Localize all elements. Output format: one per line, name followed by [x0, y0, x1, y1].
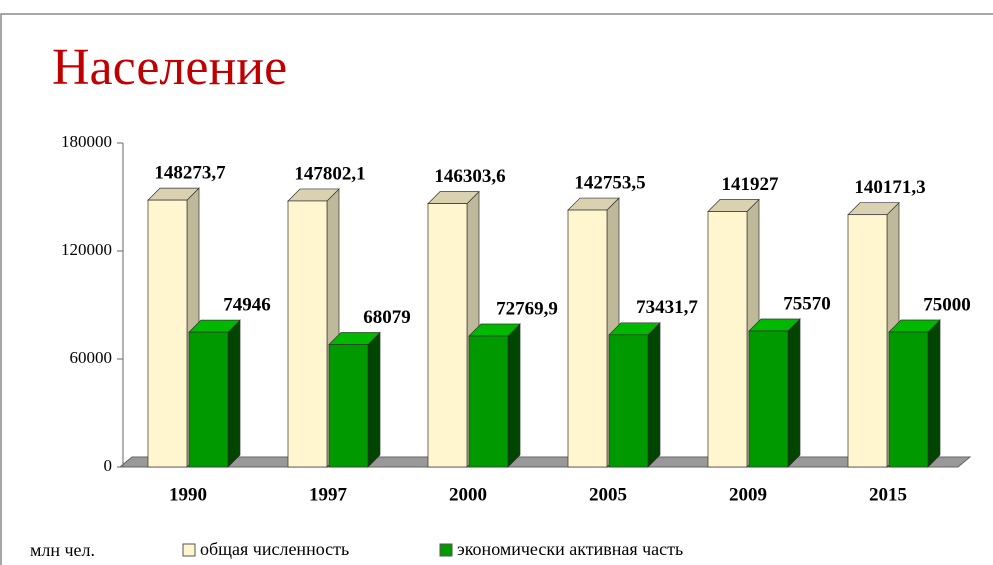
value-label: 68079: [363, 307, 411, 328]
bar: [468, 335, 509, 468]
bar: [707, 211, 748, 468]
value-label: 147802,1: [294, 163, 365, 184]
x-tick-label: 2015: [869, 484, 907, 505]
bar-side: [367, 331, 381, 468]
bar-side: [647, 321, 661, 468]
legend-label: общая численность: [200, 539, 349, 559]
value-label: 73431,7: [636, 297, 698, 318]
x-tick-label: 2009: [729, 484, 767, 505]
bar: [608, 334, 649, 468]
x-tick-label: 1990: [169, 484, 207, 505]
value-label: 72769,9: [496, 298, 558, 319]
bar-side: [927, 319, 941, 468]
floor: [118, 456, 972, 468]
y-tick-label: 0: [104, 456, 113, 475]
y-tick-label: 180000: [61, 132, 112, 151]
bar: [287, 200, 328, 468]
value-label: 75000: [923, 294, 971, 315]
x-tick-label: 1997: [309, 484, 348, 505]
chart-title: Население: [52, 39, 287, 96]
bar: [847, 214, 888, 468]
y-unit-label: млн чел.: [30, 540, 95, 560]
bar-side: [227, 319, 241, 468]
value-label: 74946: [223, 294, 271, 315]
value-label: 146303,6: [434, 166, 505, 187]
value-label: 141927: [722, 174, 780, 195]
value-label: 75570: [783, 293, 831, 314]
value-label: 148273,7: [154, 162, 226, 183]
bar: [748, 330, 789, 468]
legend-label: экономически активная часть: [457, 539, 683, 559]
x-tick-label: 2000: [449, 484, 487, 505]
value-label: 142753,5: [574, 172, 645, 193]
bar: [427, 203, 468, 468]
bar-side: [787, 318, 801, 468]
legend-swatch: [182, 543, 196, 557]
y-tick-label: 60000: [70, 348, 113, 367]
frame: [0, 13, 993, 565]
legend-swatch: [439, 543, 453, 557]
y-tick-label: 120000: [61, 240, 112, 259]
bar: [567, 209, 608, 468]
bar-side: [507, 323, 521, 468]
bar: [328, 344, 369, 468]
bar: [888, 331, 929, 468]
value-label: 140171,3: [854, 177, 925, 198]
bar: [188, 331, 229, 468]
bar: [147, 199, 188, 468]
x-tick-label: 2005: [589, 484, 627, 505]
